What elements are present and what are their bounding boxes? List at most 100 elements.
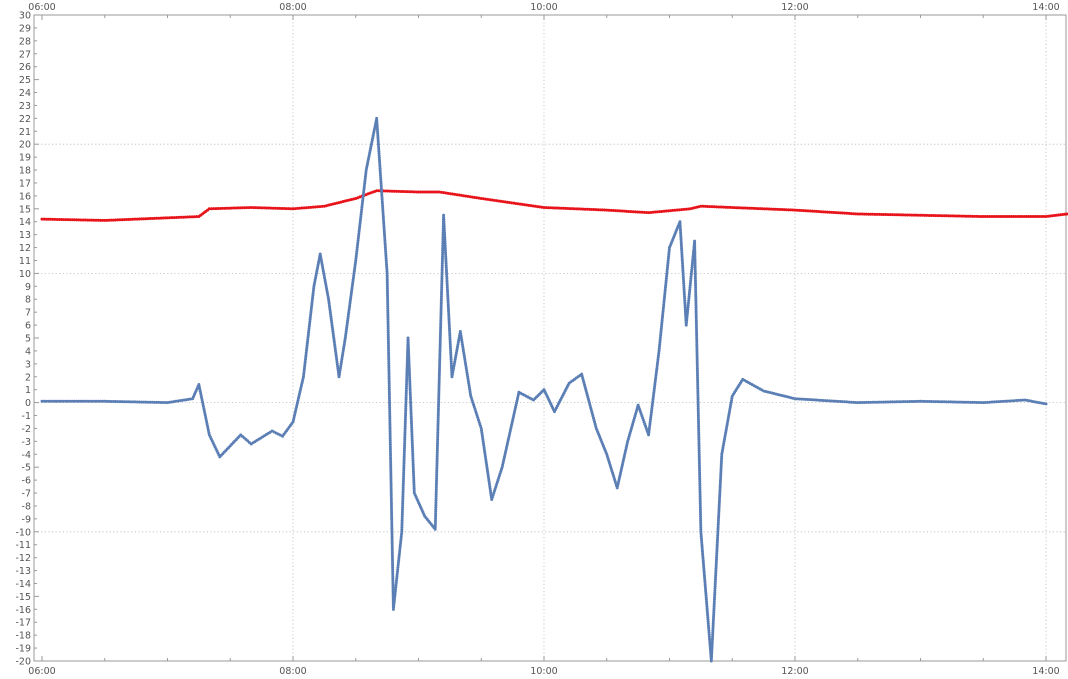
data-point xyxy=(412,474,416,478)
data-point xyxy=(435,444,439,448)
data-point xyxy=(694,296,698,300)
data-point xyxy=(847,211,851,215)
y-tick-label: -7 xyxy=(22,489,31,500)
data-point xyxy=(401,481,405,485)
data-point xyxy=(448,344,452,348)
data-point xyxy=(867,400,871,404)
data-point xyxy=(882,400,886,404)
data-point xyxy=(447,320,451,324)
data-point xyxy=(388,427,392,431)
data-point xyxy=(234,206,238,210)
data-point xyxy=(706,204,710,208)
data-point xyxy=(408,384,412,388)
data-point xyxy=(701,204,705,208)
data-point xyxy=(715,547,719,551)
data-point xyxy=(440,281,444,285)
data-point xyxy=(361,197,365,201)
data-point xyxy=(682,290,686,294)
y-tick-label: -19 xyxy=(15,644,31,655)
data-point xyxy=(449,349,453,353)
data-point xyxy=(390,533,394,537)
data-point xyxy=(678,226,682,230)
data-point xyxy=(438,360,442,364)
data-point xyxy=(410,436,414,440)
data-point xyxy=(710,644,714,648)
data-point xyxy=(659,327,663,331)
data-point xyxy=(309,205,313,209)
data-point xyxy=(871,400,875,404)
data-point xyxy=(699,528,703,532)
data-point xyxy=(375,127,379,131)
data-point xyxy=(701,560,705,564)
data-point xyxy=(166,216,169,220)
data-point xyxy=(140,400,144,404)
data-point xyxy=(449,346,452,350)
y-tick-label: 24 xyxy=(19,88,31,99)
y-tick-label: 4 xyxy=(25,346,31,357)
data-point xyxy=(391,574,395,578)
data-point xyxy=(135,400,139,404)
data-point xyxy=(436,422,440,426)
data-point xyxy=(665,274,669,278)
data-point xyxy=(719,472,723,476)
data-point xyxy=(225,206,229,210)
data-point xyxy=(387,377,391,381)
data-point xyxy=(810,398,814,402)
data-point xyxy=(409,397,413,401)
data-point xyxy=(664,281,668,285)
data-point xyxy=(118,400,122,404)
data-point xyxy=(439,312,443,316)
data-point xyxy=(388,410,392,414)
data-point xyxy=(388,412,392,416)
data-point xyxy=(406,345,410,349)
data-point xyxy=(934,214,938,218)
data-point xyxy=(360,203,364,207)
data-point xyxy=(439,314,443,318)
data-point xyxy=(96,399,100,403)
data-point xyxy=(379,175,383,179)
data-point xyxy=(385,274,389,278)
data-point xyxy=(444,191,448,195)
data-point xyxy=(699,532,703,536)
data-point xyxy=(383,236,387,240)
data-point xyxy=(750,206,754,210)
data-point xyxy=(712,205,716,209)
data-point xyxy=(696,391,700,395)
data-point xyxy=(155,216,159,220)
data-point xyxy=(691,257,695,261)
data-point xyxy=(713,582,717,586)
data-point xyxy=(436,428,440,432)
data-point xyxy=(936,214,940,218)
data-point xyxy=(962,214,966,218)
data-point xyxy=(834,211,838,215)
data-point xyxy=(433,527,437,531)
data-point xyxy=(719,468,723,472)
data-point xyxy=(695,340,699,344)
data-point xyxy=(379,180,383,184)
data-point xyxy=(438,352,442,356)
data-point xyxy=(434,483,438,487)
data-point xyxy=(711,626,715,630)
data-point xyxy=(688,290,692,294)
data-point xyxy=(307,324,311,328)
data-point xyxy=(707,635,711,639)
data-point xyxy=(386,311,390,315)
data-point xyxy=(378,169,382,173)
data-point xyxy=(694,314,698,318)
data-point xyxy=(838,211,842,215)
data-point xyxy=(411,447,415,451)
data-point xyxy=(133,217,137,221)
data-point xyxy=(698,492,702,496)
data-point xyxy=(434,481,438,485)
data-point xyxy=(434,486,438,489)
data-point xyxy=(650,402,654,406)
data-point xyxy=(710,646,714,650)
y-tick-label: 28 xyxy=(19,36,31,47)
data-point xyxy=(445,277,449,281)
data-point xyxy=(695,327,698,331)
data-point xyxy=(713,586,717,590)
data-point xyxy=(919,399,922,403)
x-tick-label-top: 06:00 xyxy=(28,2,55,13)
data-point xyxy=(313,205,317,209)
